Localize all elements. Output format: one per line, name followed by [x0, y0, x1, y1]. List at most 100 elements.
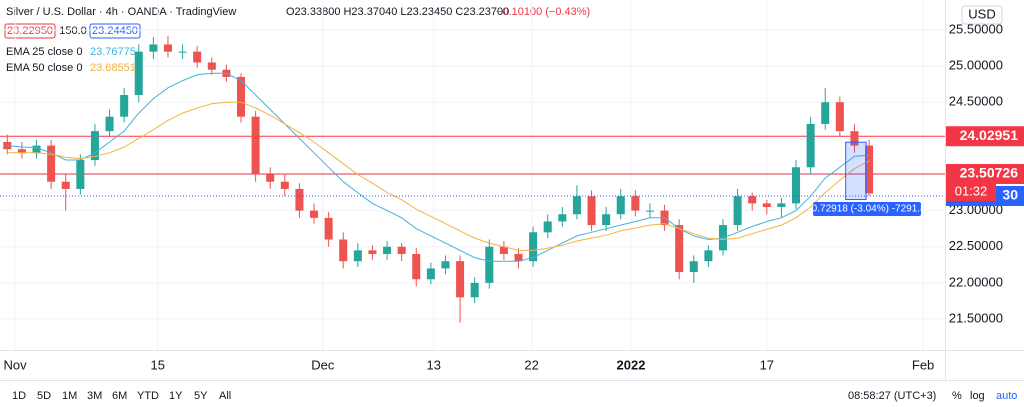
bid[interactable]: 23.22950	[7, 25, 53, 37]
candle-body	[266, 174, 275, 182]
candle-body	[134, 51, 143, 96]
x-tick-label: 2022	[617, 357, 646, 372]
price-line-label-bg	[946, 126, 1024, 147]
y-tick-label: 25.50000	[949, 21, 1003, 36]
bid-box[interactable]	[4, 23, 56, 39]
candle-body	[397, 246, 406, 254]
range-button[interactable]: 6M	[112, 390, 127, 402]
candle-body	[470, 282, 479, 298]
range-button[interactable]: All	[219, 390, 231, 402]
candle-body	[792, 167, 801, 204]
y-tick-label: 22.00000	[949, 274, 1003, 289]
candle-body	[368, 250, 377, 254]
candle-body	[704, 250, 713, 262]
scale-option[interactable]: auto	[996, 390, 1017, 402]
countdown: 01:32	[955, 183, 988, 198]
candle-body	[310, 210, 319, 218]
current-label: 30	[1002, 187, 1018, 203]
measure-label: -0.72918 (-3.04%) -7291.8	[808, 204, 926, 215]
legend-value: 23.76775	[90, 46, 136, 58]
range-button[interactable]: YTD	[137, 390, 159, 402]
spread: 150.0	[59, 25, 87, 37]
candle-body	[163, 44, 172, 52]
candle-body	[178, 51, 187, 53]
candle-body	[675, 225, 684, 273]
legend-name: EMA 25 close 0	[6, 46, 82, 58]
candle-body	[558, 214, 567, 222]
y-tick-label: 25.00000	[949, 58, 1003, 73]
candle-body	[514, 253, 523, 262]
candle-body	[236, 76, 246, 117]
x-tick-label: 15	[151, 357, 165, 372]
candle-body	[806, 123, 815, 168]
candle-body	[689, 261, 698, 273]
candle-body	[529, 232, 538, 262]
currency[interactable]: USD	[968, 6, 995, 21]
candle-body	[105, 116, 114, 132]
candle-body	[645, 210, 654, 212]
candle-body	[280, 181, 289, 189]
candle-body	[412, 253, 421, 280]
candle-body	[295, 188, 304, 211]
scale-option[interactable]: %	[952, 390, 962, 402]
candle-body	[47, 145, 56, 182]
x-tick-label: 22	[524, 357, 538, 372]
ema-line	[7, 72, 870, 262]
clock: 08:58:27 (UTC+3)	[848, 390, 936, 402]
candle-body	[120, 95, 129, 117]
candle-body	[865, 145, 874, 194]
candle-body	[90, 131, 99, 161]
ask-box[interactable]	[89, 23, 141, 39]
candle-body	[339, 239, 348, 262]
currency-box[interactable]	[961, 5, 1003, 25]
range-button[interactable]: 3M	[87, 390, 102, 402]
candle-body	[543, 221, 552, 233]
measure-label-bg	[813, 202, 921, 216]
range-button[interactable]: 5D	[37, 390, 51, 402]
candle-body	[602, 214, 611, 226]
x-tick-label: 17	[760, 357, 774, 372]
candle-body	[777, 203, 786, 208]
candle-body	[61, 181, 70, 189]
candle-body	[456, 261, 465, 298]
countdown-bg	[946, 183, 996, 201]
candle-body	[149, 44, 158, 52]
candle-body	[207, 62, 216, 70]
x-tick-label: Feb	[912, 357, 934, 372]
ohlc: O23.33800 H23.37040 L23.23450 C23.23700	[286, 6, 509, 18]
range-button[interactable]: 1D	[12, 390, 26, 402]
candle-body	[193, 51, 202, 63]
candle-body	[324, 217, 333, 240]
scale-option[interactable]: log	[970, 390, 985, 402]
price-line-label: 23.50726	[960, 165, 1019, 181]
change: −0.10100 (−0.43%)	[496, 6, 590, 18]
candle-body	[762, 203, 771, 208]
legend-name: EMA 50 close 0	[6, 62, 82, 74]
x-tick-label: Dec	[311, 357, 335, 372]
y-tick-label: 21.50000	[949, 310, 1003, 325]
candle-body	[353, 250, 362, 262]
range-button[interactable]: 1Y	[169, 390, 183, 402]
candle-body	[251, 116, 260, 175]
range-button[interactable]: 5Y	[194, 390, 208, 402]
range-button[interactable]: 1M	[62, 390, 77, 402]
candle-body	[631, 196, 640, 211]
candle-body	[587, 196, 596, 226]
candle-body	[733, 196, 742, 226]
candle-body	[441, 261, 450, 269]
candle-body	[426, 268, 435, 280]
legend-value: 23.68551	[90, 62, 136, 74]
y-tick-label: 22.50000	[949, 238, 1003, 253]
candle-body	[32, 145, 41, 153]
candle-body	[485, 246, 494, 283]
candle-body	[572, 196, 581, 215]
candle-body	[17, 149, 26, 153]
candle-body	[850, 131, 859, 146]
x-tick-label: Nov	[3, 357, 27, 372]
measure-range[interactable]	[845, 141, 867, 200]
ask[interactable]: 23.24450	[92, 25, 138, 37]
symbol-title: Silver / U.S. Dollar · 4h · OANDA · Trad…	[6, 6, 236, 18]
candle-body	[835, 102, 844, 132]
candle-body	[383, 246, 392, 254]
